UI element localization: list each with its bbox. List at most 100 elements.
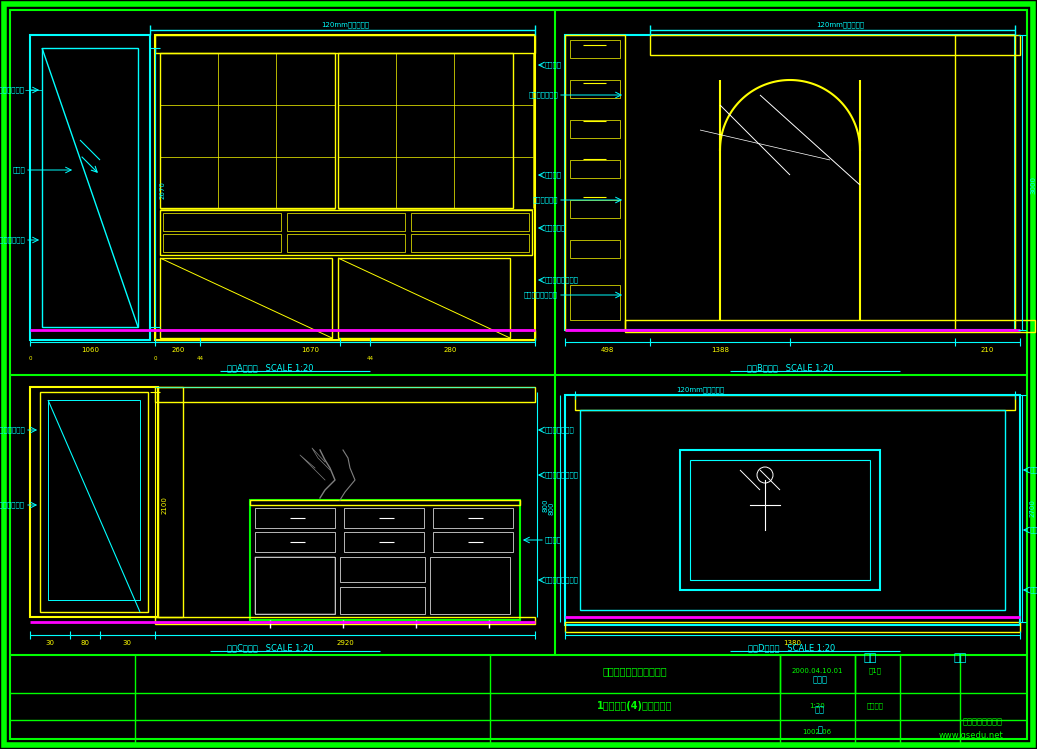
Bar [955,35,1015,330]
Text: 陈文: 陈文 [815,706,825,715]
Text: 0: 0 [28,356,32,360]
Text: 120mm白色后顶线: 120mm白色后顶线 [816,22,864,28]
Bar [570,285,620,320]
Bar [250,500,520,505]
Text: 1670: 1670 [301,347,319,353]
Bar [155,387,535,402]
Text: ～九: ～九 [953,653,966,663]
Text: 木饰面白色门槛板: 木饰面白色门槛板 [545,276,579,283]
Text: 0: 0 [153,356,157,360]
Text: 1380: 1380 [783,640,801,646]
Text: 木饰面白色: 木饰面白色 [545,225,566,231]
Text: 内置射灯: 内置射灯 [545,61,562,68]
Text: 室内装修: 室内装修 [867,703,884,709]
Bar [690,460,870,580]
Bar [625,320,1035,332]
Text: 120mm白色后顶线: 120mm白色后顶线 [320,22,369,28]
Text: 木饰面白色脚踢线: 木饰面白色脚踢线 [1030,586,1037,593]
Text: 过厅A正立面   SCALE 1:20: 过厅A正立面 SCALE 1:20 [227,363,313,372]
Text: 过厅D正立面   SCALE 1:20: 过厅D正立面 SCALE 1:20 [749,643,836,652]
Bar [565,395,1020,625]
Bar [433,508,513,528]
Bar [411,234,529,252]
Text: 80: 80 [81,640,89,646]
Text: 1号样板房(4)过厅立面图: 1号样板房(4)过厅立面图 [597,701,673,711]
Bar [430,557,510,614]
Text: 过厅B正立面   SCALE 1:20: 过厅B正立面 SCALE 1:20 [747,363,834,372]
Text: 装饰画: 装饰画 [1030,467,1037,473]
Text: 1060: 1060 [81,347,99,353]
Bar [155,35,535,340]
Bar [580,410,1005,610]
Text: 30: 30 [46,640,55,646]
Text: 洞口制作圆弧: 洞口制作圆弧 [533,197,558,203]
Bar [155,330,535,340]
Text: 2700: 2700 [1030,499,1036,517]
Bar [160,53,335,208]
Text: 过厅C正立面   SCALE 1:20: 过厅C正立面 SCALE 1:20 [227,643,313,652]
Text: 电气坤: 电气坤 [813,676,828,685]
Bar [287,213,405,231]
Bar [30,387,158,617]
Text: 1002.06: 1002.06 [803,729,832,735]
Text: 2100: 2100 [162,496,168,514]
Text: 120mm白色后顶线: 120mm白色后顶线 [676,386,724,393]
Text: 成品鞋柜: 成品鞋柜 [545,537,562,543]
Bar [30,35,150,340]
Text: 44: 44 [196,356,203,360]
Bar [411,213,529,231]
Text: 方: 方 [817,726,822,735]
Text: 墙面饰面乳胶漆: 墙面饰面乳胶漆 [545,427,574,434]
Text: 齐生设计职业学校: 齐生设计职业学校 [963,718,1003,727]
Text: 墙面饰面乳胶漆: 墙面饰面乳胶漆 [528,91,558,98]
Text: 2920: 2920 [336,640,354,646]
Bar [163,213,281,231]
Text: 墙纸饰面乳胶漆: 墙纸饰面乳胶漆 [0,427,25,434]
Bar [155,617,535,624]
Text: 3000: 3000 [1030,176,1036,194]
Bar [43,48,138,327]
Bar [40,392,148,612]
Bar [680,450,880,590]
Bar [163,234,281,252]
Text: 入户门: 入户门 [12,167,25,173]
Text: 墙面饰面乳胶漆墙: 墙面饰面乳胶漆墙 [1030,527,1037,533]
Text: ～九: ～九 [864,653,876,663]
Bar [570,240,620,258]
Bar [565,622,1020,632]
Bar [565,35,1015,330]
Text: www.qsedu.net: www.qsedu.net [938,730,1003,739]
Bar [160,210,532,255]
Text: 800: 800 [549,501,555,515]
Bar [287,234,405,252]
Bar [250,500,520,620]
Text: 木饰面台仁工艺门: 木饰面台仁工艺门 [545,472,579,479]
Bar [340,587,425,614]
Bar [570,120,620,138]
Bar [344,508,424,528]
Bar [340,557,425,582]
Bar [158,387,183,617]
Bar [570,80,620,98]
Text: 800: 800 [542,498,548,512]
Text: 木饰面白色工艺门: 木饰面白色工艺门 [0,502,25,509]
Bar [570,200,620,218]
Bar [155,35,535,53]
Text: 木饰面白色脚踢线: 木饰面白色脚踢线 [545,577,579,583]
Text: 260: 260 [171,347,185,353]
Text: 透明射灯: 透明射灯 [545,172,562,178]
Bar [255,557,335,614]
Text: 1:20: 1:20 [809,703,824,709]
Text: 墙纸饰面乳胶漆墙: 墙纸饰面乳胶漆墙 [0,87,25,94]
Bar [160,258,332,338]
Text: 44: 44 [366,356,373,360]
Bar [565,35,625,330]
Bar [255,532,335,552]
Bar [255,557,335,614]
Text: 木饰面白色门板: 木饰面白色门板 [0,237,25,243]
Text: 210: 210 [980,347,993,353]
Text: 第1图: 第1图 [869,667,881,674]
Bar [570,40,620,58]
Bar [650,35,1020,55]
Bar [570,160,620,178]
